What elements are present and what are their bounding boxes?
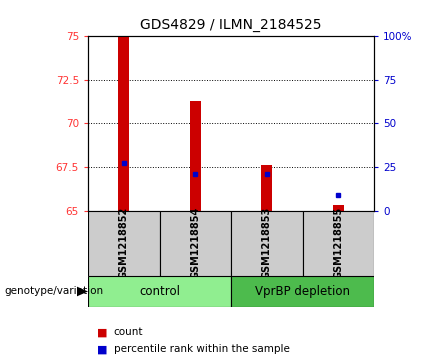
Text: count: count	[114, 327, 143, 337]
Bar	[303, 211, 374, 276]
Bar	[261, 165, 272, 211]
Text: GSM1218855: GSM1218855	[333, 207, 343, 280]
Text: genotype/variation: genotype/variation	[4, 286, 103, 297]
Text: percentile rank within the sample: percentile rank within the sample	[114, 344, 290, 354]
Bar	[231, 276, 374, 307]
Text: GSM1218852: GSM1218852	[119, 207, 129, 280]
Bar	[88, 211, 160, 276]
Text: ■: ■	[97, 344, 107, 354]
Title: GDS4829 / ILMN_2184525: GDS4829 / ILMN_2184525	[140, 19, 322, 33]
Text: ■: ■	[97, 327, 107, 337]
Text: control: control	[139, 285, 180, 298]
Text: GSM1218853: GSM1218853	[262, 207, 272, 280]
Bar	[118, 36, 129, 211]
Bar	[190, 101, 201, 211]
Bar	[333, 205, 344, 211]
Bar	[231, 211, 303, 276]
Text: GSM1218854: GSM1218854	[190, 207, 200, 280]
Bar	[160, 211, 231, 276]
Text: VprBP depletion: VprBP depletion	[255, 285, 350, 298]
Polygon shape	[77, 287, 88, 296]
Bar	[88, 276, 231, 307]
